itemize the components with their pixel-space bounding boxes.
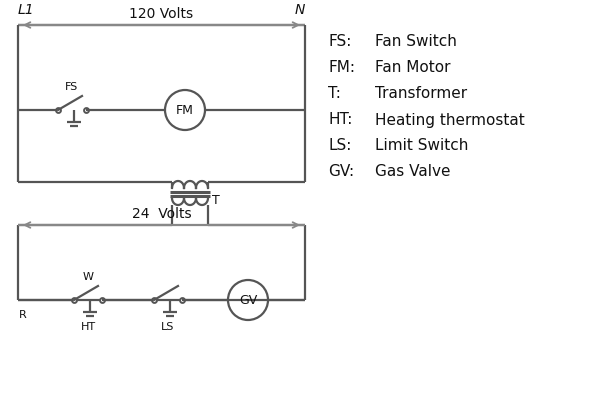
Text: LS: LS (161, 322, 175, 332)
Text: HT:: HT: (328, 112, 352, 128)
Text: Gas Valve: Gas Valve (375, 164, 451, 180)
Text: GV:: GV: (328, 164, 354, 180)
Text: 120 Volts: 120 Volts (129, 7, 194, 21)
Text: Limit Switch: Limit Switch (375, 138, 468, 154)
Text: FS:: FS: (328, 34, 352, 50)
Text: Fan Motor: Fan Motor (375, 60, 451, 76)
Text: FM: FM (176, 104, 194, 116)
Text: 24  Volts: 24 Volts (132, 207, 191, 221)
Text: FM:: FM: (328, 60, 355, 76)
Text: R: R (19, 310, 27, 320)
Text: L1: L1 (18, 3, 35, 17)
Text: GV: GV (239, 294, 257, 306)
Text: T:: T: (328, 86, 341, 102)
Text: HT: HT (80, 322, 96, 332)
Text: Fan Switch: Fan Switch (375, 34, 457, 50)
Text: FS: FS (65, 82, 78, 92)
Text: T: T (212, 194, 219, 206)
Text: Transformer: Transformer (375, 86, 467, 102)
Text: Heating thermostat: Heating thermostat (375, 112, 525, 128)
Text: LS:: LS: (328, 138, 352, 154)
Text: W: W (83, 272, 93, 282)
Text: N: N (294, 3, 305, 17)
